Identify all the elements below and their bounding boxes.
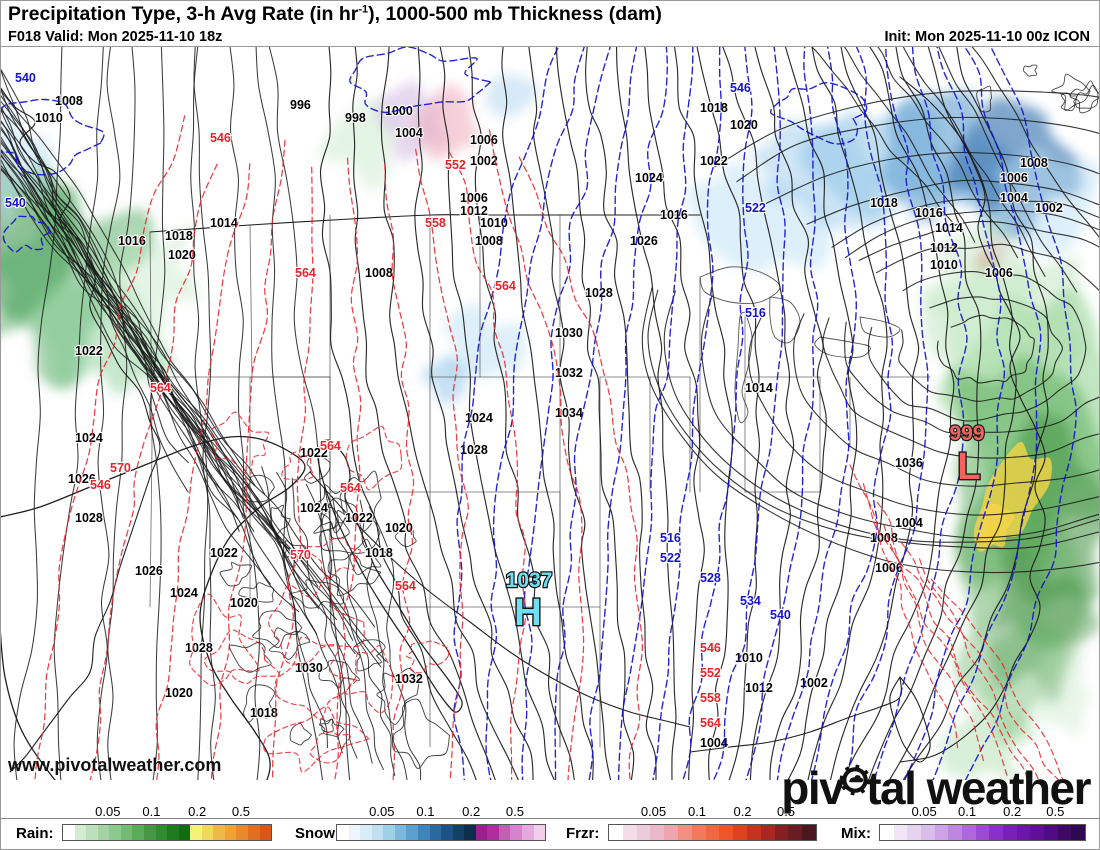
svg-text:564: 564 bbox=[150, 381, 171, 395]
svg-text:1014: 1014 bbox=[210, 216, 238, 230]
svg-text:564: 564 bbox=[395, 579, 416, 593]
svg-text:1010: 1010 bbox=[35, 111, 63, 125]
svg-text:1004: 1004 bbox=[395, 126, 423, 140]
svg-text:1018: 1018 bbox=[250, 706, 278, 720]
svg-text:1032: 1032 bbox=[395, 672, 423, 686]
svg-text:534: 534 bbox=[740, 594, 761, 608]
svg-text:1002: 1002 bbox=[800, 676, 828, 690]
svg-text:1024: 1024 bbox=[300, 501, 328, 515]
svg-text:L: L bbox=[957, 446, 980, 488]
svg-text:1014: 1014 bbox=[745, 381, 773, 395]
svg-text:564: 564 bbox=[700, 716, 721, 730]
svg-text:1024: 1024 bbox=[170, 586, 198, 600]
svg-text:564: 564 bbox=[295, 266, 316, 280]
svg-text:H: H bbox=[514, 592, 541, 634]
svg-text:998: 998 bbox=[345, 111, 366, 125]
svg-text:1022: 1022 bbox=[700, 154, 728, 168]
svg-text:1008: 1008 bbox=[365, 266, 393, 280]
svg-text:1000: 1000 bbox=[385, 104, 413, 118]
svg-text:1026: 1026 bbox=[135, 564, 163, 578]
svg-text:1016: 1016 bbox=[915, 206, 943, 220]
svg-text:1028: 1028 bbox=[75, 511, 103, 525]
svg-text:1018: 1018 bbox=[365, 546, 393, 560]
svg-text:1022: 1022 bbox=[75, 344, 103, 358]
svg-text:546: 546 bbox=[90, 478, 111, 492]
svg-text:540: 540 bbox=[15, 71, 36, 85]
svg-text:1022: 1022 bbox=[345, 511, 373, 525]
svg-text:1030: 1030 bbox=[295, 661, 323, 675]
svg-text:516: 516 bbox=[745, 306, 766, 320]
svg-text:1026: 1026 bbox=[630, 234, 658, 248]
svg-text:522: 522 bbox=[745, 201, 766, 215]
svg-text:1032: 1032 bbox=[555, 366, 583, 380]
svg-text:1034: 1034 bbox=[555, 406, 583, 420]
svg-text:570: 570 bbox=[110, 461, 131, 475]
svg-text:1020: 1020 bbox=[230, 596, 258, 610]
svg-text:546: 546 bbox=[730, 81, 751, 95]
svg-text:1006: 1006 bbox=[985, 266, 1013, 280]
svg-text:564: 564 bbox=[340, 481, 361, 495]
svg-text:1006: 1006 bbox=[470, 133, 498, 147]
svg-text:540: 540 bbox=[770, 608, 791, 622]
svg-text:1010: 1010 bbox=[930, 258, 958, 272]
svg-text:570: 570 bbox=[290, 548, 311, 562]
svg-text:1028: 1028 bbox=[585, 286, 613, 300]
svg-text:1037: 1037 bbox=[506, 569, 553, 592]
svg-text:522: 522 bbox=[660, 551, 681, 565]
svg-text:540: 540 bbox=[5, 196, 26, 210]
svg-text:1020: 1020 bbox=[165, 686, 193, 700]
svg-text:996: 996 bbox=[290, 98, 311, 112]
svg-text:1030: 1030 bbox=[555, 326, 583, 340]
svg-text:546: 546 bbox=[700, 641, 721, 655]
svg-text:1018: 1018 bbox=[700, 101, 728, 115]
svg-text:1012: 1012 bbox=[745, 681, 773, 695]
svg-text:1036: 1036 bbox=[895, 456, 923, 470]
svg-text:516: 516 bbox=[660, 531, 681, 545]
svg-text:1024: 1024 bbox=[635, 171, 663, 185]
svg-text:558: 558 bbox=[700, 691, 721, 705]
svg-text:999: 999 bbox=[949, 422, 984, 445]
svg-text:1016: 1016 bbox=[660, 208, 688, 222]
svg-text:552: 552 bbox=[445, 158, 466, 172]
svg-text:1006: 1006 bbox=[460, 191, 488, 205]
svg-text:1022: 1022 bbox=[210, 546, 238, 560]
svg-text:1004: 1004 bbox=[1000, 191, 1028, 205]
svg-text:564: 564 bbox=[495, 279, 516, 293]
svg-text:528: 528 bbox=[700, 571, 721, 585]
svg-text:1002: 1002 bbox=[470, 154, 498, 168]
svg-text:1018: 1018 bbox=[165, 229, 193, 243]
svg-text:1004: 1004 bbox=[895, 516, 923, 530]
svg-text:1002: 1002 bbox=[1035, 201, 1063, 215]
svg-text:558: 558 bbox=[425, 216, 446, 230]
svg-text:1028: 1028 bbox=[185, 641, 213, 655]
svg-text:564: 564 bbox=[320, 439, 341, 453]
svg-text:552: 552 bbox=[700, 666, 721, 680]
svg-text:1024: 1024 bbox=[75, 431, 103, 445]
svg-text:1020: 1020 bbox=[730, 118, 758, 132]
svg-text:1008: 1008 bbox=[475, 234, 503, 248]
svg-text:546: 546 bbox=[210, 131, 231, 145]
